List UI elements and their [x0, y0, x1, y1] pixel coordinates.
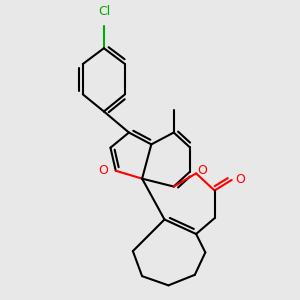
Text: O: O [236, 173, 245, 187]
Text: Cl: Cl [98, 5, 110, 18]
Text: O: O [98, 164, 108, 177]
Text: O: O [197, 164, 207, 177]
